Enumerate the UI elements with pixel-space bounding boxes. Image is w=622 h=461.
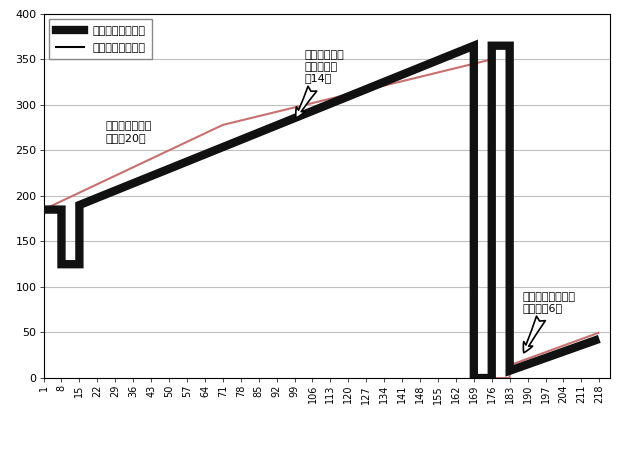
Legend: 实际日期变化曲线, 预测日期变化曲线: 实际日期变化曲线, 预测日期变化曲线 — [49, 19, 152, 59]
Text: 秋分预测前，日
期偏差20天: 秋分预测前，日 期偏差20天 — [105, 121, 151, 143]
Text: 秋分预测成功
后，日期偏
差14天: 秋分预测成功 后，日期偏 差14天 — [295, 50, 345, 118]
Text: 冬至预测成功后，
日期偏差6天: 冬至预测成功后， 日期偏差6天 — [522, 291, 575, 353]
